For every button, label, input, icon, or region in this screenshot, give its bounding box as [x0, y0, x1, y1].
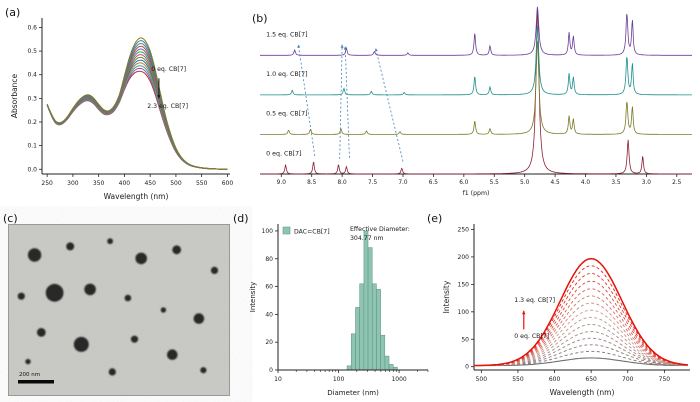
- panel-b-label: (b): [252, 12, 268, 25]
- svg-text:350: 350: [93, 180, 105, 187]
- svg-text:600: 600: [222, 180, 234, 187]
- svg-text:300: 300: [67, 180, 79, 187]
- svg-text:2.3 eq. CB[7]: 2.3 eq. CB[7]: [147, 103, 188, 110]
- svg-text:3.5: 3.5: [611, 180, 621, 186]
- svg-text:8.5: 8.5: [307, 180, 317, 186]
- svg-text:0: 0: [465, 364, 469, 371]
- svg-text:0.0: 0.0: [27, 166, 37, 173]
- svg-text:0.4: 0.4: [27, 72, 37, 79]
- svg-text:200: 200: [458, 254, 470, 261]
- svg-text:6.0: 6.0: [459, 180, 469, 186]
- svg-text:550: 550: [512, 376, 524, 383]
- svg-text:1.3 eq. CB[7]: 1.3 eq. CB[7]: [514, 297, 555, 304]
- svg-text:250: 250: [458, 226, 470, 233]
- svg-text:0.2: 0.2: [27, 119, 37, 126]
- svg-text:7.5: 7.5: [368, 180, 378, 186]
- svg-text:100: 100: [458, 309, 470, 316]
- panel-d-label: (d): [233, 212, 249, 225]
- svg-text:250: 250: [41, 180, 53, 187]
- svg-text:100: 100: [333, 376, 345, 383]
- svg-text:550: 550: [196, 180, 208, 187]
- svg-text:650: 650: [585, 376, 597, 383]
- svg-text:80: 80: [265, 256, 273, 263]
- svg-text:0.1: 0.1: [27, 143, 37, 150]
- svg-text:10: 10: [274, 376, 282, 383]
- svg-text:0.5 eq. CB[7]: 0.5 eq. CB[7]: [266, 111, 308, 118]
- uvvis-absorbance-chart: 250 300 350 400 450 500 550 600 0.0 0.1 0.2 0.3 0.4 0…: [10, 18, 234, 201]
- svg-text:0 eq. CB[7]: 0 eq. CB[7]: [514, 333, 549, 340]
- svg-text:0 eq. CB[7]: 0 eq. CB[7]: [151, 66, 186, 73]
- svg-text:50: 50: [461, 336, 469, 343]
- panel-e-label: (e): [427, 212, 443, 225]
- svg-text:0 eq. CB[7]: 0 eq. CB[7]: [266, 150, 302, 157]
- svg-text:Intensity: Intensity: [249, 282, 257, 312]
- svg-text:0.6: 0.6: [27, 24, 37, 31]
- svg-text:100: 100: [262, 228, 274, 235]
- svg-text:Effective Diameter:: Effective Diameter:: [350, 226, 410, 233]
- svg-text:3.0: 3.0: [642, 180, 652, 186]
- svg-text:Absorbance: Absorbance: [10, 73, 19, 118]
- svg-text:60: 60: [265, 284, 273, 291]
- svg-text:2.5: 2.5: [672, 180, 682, 186]
- svg-text:Wavelength (nm): Wavelength (nm): [550, 388, 615, 397]
- svg-text:Intensity: Intensity: [442, 280, 451, 313]
- svg-text:750: 750: [659, 376, 671, 383]
- svg-text:Wavelength (nm): Wavelength (nm): [104, 192, 169, 201]
- panel-c-label: (c): [3, 212, 18, 225]
- svg-text:4.0: 4.0: [581, 180, 591, 186]
- svg-text:DAC⊂CB[7]: DAC⊂CB[7]: [294, 229, 330, 236]
- svg-text:200 nm: 200 nm: [19, 372, 40, 378]
- panel-a-label: (a): [5, 6, 21, 19]
- svg-text:304.77 nm: 304.77 nm: [350, 235, 384, 242]
- svg-text:Diameter (nm): Diameter (nm): [327, 389, 379, 397]
- svg-text:0.3: 0.3: [27, 95, 37, 102]
- svg-text:500: 500: [476, 376, 488, 383]
- dls-size-histogram: 10 100 1000 0 20 40 60 80 100 Diameter (nm) Intens…: [249, 224, 429, 397]
- svg-text:5.5: 5.5: [490, 180, 500, 186]
- svg-text:8.0: 8.0: [338, 180, 348, 186]
- svg-text:7.0: 7.0: [398, 180, 408, 186]
- svg-text:5.0: 5.0: [520, 180, 530, 186]
- svg-text:4.5: 4.5: [550, 180, 560, 186]
- svg-text:600: 600: [549, 376, 561, 383]
- svg-text:9.0: 9.0: [277, 180, 287, 186]
- svg-text:40: 40: [265, 311, 273, 318]
- svg-text:700: 700: [622, 376, 634, 383]
- svg-text:150: 150: [458, 281, 470, 288]
- tem-image: 200 nm: [8, 224, 230, 396]
- svg-text:0: 0: [269, 367, 273, 374]
- svg-text:1000: 1000: [391, 376, 406, 383]
- svg-text:1.5 eq. CB[7]: 1.5 eq. CB[7]: [266, 32, 308, 39]
- nmr-titration-chart: 9.0 8.5 8.0 7.5 7.0 6.5 6.0 5.5 5.0 4.5 4.0 3.5 3.0 2…: [260, 6, 692, 197]
- svg-text:0.5: 0.5: [27, 48, 37, 55]
- svg-text:450: 450: [144, 180, 156, 187]
- fluorescence-titration-chart: 500 550 600 650 700 750 0 50 100 150 200 250 Wavelen…: [442, 224, 690, 397]
- svg-text:f1 (ppm): f1 (ppm): [463, 190, 490, 197]
- svg-text:6.5: 6.5: [429, 180, 439, 186]
- svg-text:20: 20: [265, 339, 273, 346]
- svg-text:400: 400: [119, 180, 131, 187]
- svg-text:500: 500: [170, 180, 182, 187]
- svg-text:1.0 eq. CB[7]: 1.0 eq. CB[7]: [266, 71, 308, 78]
